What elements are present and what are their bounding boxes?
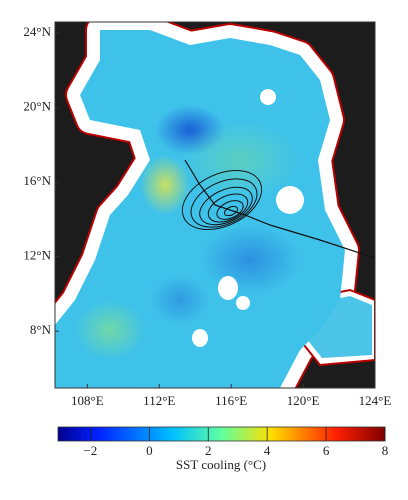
map-field — [55, 22, 375, 388]
colorbar-tick-label: 2 — [205, 443, 212, 458]
map-frame — [54, 21, 376, 389]
y-tick-label: 8°N — [30, 322, 52, 337]
x-tick-label: 112°E — [143, 393, 175, 408]
y-tick-label: 20°N — [23, 99, 51, 114]
y-tick-label: 12°N — [23, 248, 51, 263]
colorbar — [57, 426, 386, 442]
colorbar-tick-label: −2 — [83, 443, 97, 458]
colorbar-tick-label: 4 — [264, 443, 271, 458]
x-tick-label: 116°E — [215, 393, 247, 408]
x-tick-label: 108°E — [71, 393, 104, 408]
y-tick-label: 16°N — [23, 173, 51, 188]
x-tick-label: 124°E — [359, 393, 392, 408]
colorbar-tick-label: 8 — [382, 443, 389, 458]
y-tick-label: 24°N — [23, 24, 51, 39]
colorbar-tick-label: 6 — [323, 443, 330, 458]
typhoon-track — [184, 159, 375, 259]
colorbar-label: SST cooling (°C) — [176, 457, 266, 472]
x-tick-label: 120°E — [287, 393, 320, 408]
contours — [181, 169, 263, 231]
colorbar-tick-label: 0 — [146, 443, 153, 458]
